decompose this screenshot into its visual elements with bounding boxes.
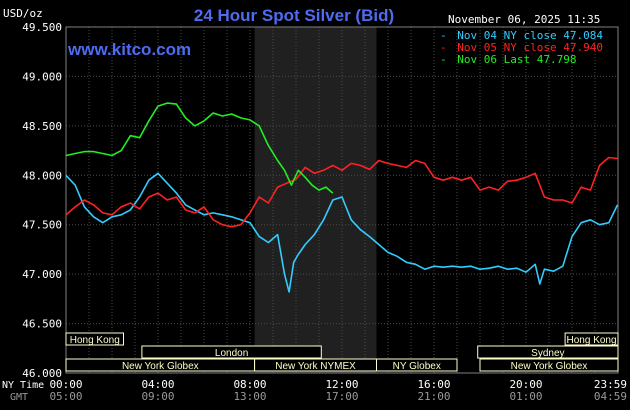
timestamp: November 06, 2025 11:35 xyxy=(448,13,600,26)
legend-label: Nov 05 NY close 47.940 xyxy=(457,41,603,54)
y-tick-label: 46.500 xyxy=(22,318,62,331)
legend-dash: - xyxy=(440,53,447,66)
x-tick-label-ny: 12:00 xyxy=(325,378,358,391)
session-label: New York Globex xyxy=(511,361,588,372)
y-axis-ticks: 49.500 49.000 48.500 48.000 47.500 47.000 46.5… xyxy=(22,21,62,380)
series-line xyxy=(65,172,619,293)
session-box xyxy=(65,332,124,346)
price-series xyxy=(65,102,619,293)
chart-title: 24 Hour Spot Silver (Bid) xyxy=(194,6,394,25)
legend-dash: - xyxy=(440,41,447,54)
gmt-label: GMT xyxy=(10,392,28,403)
y-tick-label: 49.000 xyxy=(22,70,62,83)
legend-label: Nov 04 NY close 47.084 xyxy=(457,29,603,42)
kitco-link[interactable]: www.kitco.com xyxy=(67,40,191,59)
legend-dash: - xyxy=(440,29,447,42)
legend-item: - Nov 05 NY close 47.940 xyxy=(440,41,603,54)
session-label: London xyxy=(215,348,248,359)
x-tick-label-ny: 20:00 xyxy=(509,378,542,391)
session-label: NY Globex xyxy=(393,361,441,372)
x-tick-label-ny: 04:00 xyxy=(141,378,174,391)
session-box xyxy=(477,345,619,359)
session-label: Hong Kong xyxy=(70,335,120,346)
x-tick-label-ny: 23:59 xyxy=(594,378,627,391)
y-tick-label: 47.000 xyxy=(22,268,62,281)
session-box xyxy=(564,332,619,346)
x-tick-label-gmt: 17:00 xyxy=(325,390,358,403)
session-box xyxy=(376,358,458,372)
x-tick-label-gmt: 13:00 xyxy=(233,390,266,403)
session-label: New York Globex xyxy=(122,361,199,372)
ny-time-label: NY Time xyxy=(2,380,44,391)
x-tick-label-ny: 00:00 xyxy=(49,378,82,391)
session-label: Hong Kong xyxy=(567,335,617,346)
x-tick-label-ny: 08:00 xyxy=(233,378,266,391)
y-tick-label: 46.000 xyxy=(22,367,62,380)
x-tick-label-gmt: 01:00 xyxy=(509,390,542,403)
x-tick-label-gmt: 04:59 xyxy=(594,390,627,403)
y-tick-label: 48.000 xyxy=(22,169,62,182)
session-label: New York NYMEX xyxy=(275,361,356,372)
x-tick-label-gmt: 21:00 xyxy=(417,390,450,403)
x-tick-label-gmt: 05:00 xyxy=(49,390,82,403)
legend-item: - Nov 06 Last 47.798 xyxy=(440,53,576,66)
nymex-session-shading xyxy=(254,27,377,373)
legend-item: - Nov 04 NY close 47.084 xyxy=(440,29,603,42)
unit-label: USD/oz xyxy=(3,7,43,20)
x-tick-label-ny: 16:00 xyxy=(417,378,450,391)
series-line xyxy=(65,156,618,228)
series-line xyxy=(65,102,334,194)
session-box xyxy=(479,358,619,372)
plot-frame xyxy=(65,26,619,374)
session-label: Sydney xyxy=(531,348,564,359)
session-box xyxy=(141,345,322,359)
x-tick-label-gmt: 09:00 xyxy=(141,390,174,403)
chart-grid xyxy=(65,26,619,374)
legend-label: Nov 06 Last 47.798 xyxy=(457,53,576,66)
y-tick-label: 47.500 xyxy=(22,219,62,232)
y-tick-label: 49.500 xyxy=(22,21,62,34)
y-tick-label: 48.500 xyxy=(22,120,62,133)
legend: - Nov 04 NY close 47.084 - Nov 05 NY clo… xyxy=(440,29,603,66)
trading-sessions: Hong Kong Hong Kong London Sydney New York G… xyxy=(65,332,619,372)
